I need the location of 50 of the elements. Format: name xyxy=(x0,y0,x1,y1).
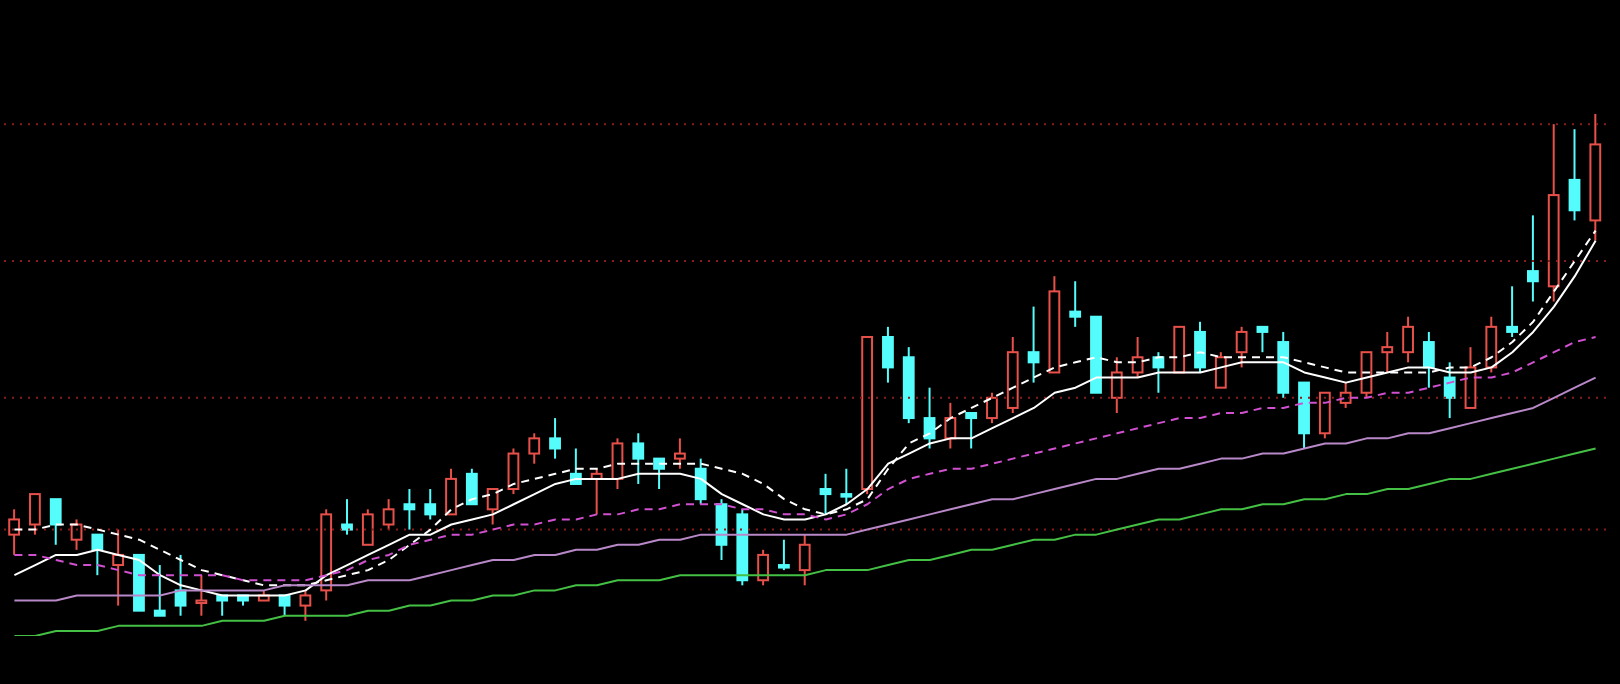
candlestick xyxy=(632,432,645,485)
candlestick xyxy=(299,589,312,622)
candlestick xyxy=(403,488,416,531)
candlestick xyxy=(382,498,395,531)
candlestick xyxy=(486,488,499,526)
candlestick xyxy=(8,508,21,556)
candlestick xyxy=(361,508,374,546)
candlestick xyxy=(1256,325,1269,354)
candlestick xyxy=(91,533,104,577)
candlestick xyxy=(840,467,853,506)
candlestick xyxy=(1214,351,1227,389)
candlestick xyxy=(1422,330,1435,389)
candlestick xyxy=(965,412,978,450)
candlestick xyxy=(653,457,665,491)
candlestick xyxy=(549,417,561,460)
candlestick xyxy=(1402,315,1414,364)
candlestick xyxy=(1485,315,1498,374)
candlestick xyxy=(673,437,686,470)
candlestick xyxy=(798,533,811,587)
candlestick xyxy=(1235,325,1248,369)
candlestick xyxy=(944,401,957,450)
candlestick xyxy=(1173,325,1186,374)
candlestick xyxy=(1131,335,1144,379)
candlestick xyxy=(1110,356,1123,415)
candlestick xyxy=(778,538,790,572)
candlestick xyxy=(445,467,457,516)
candlestick xyxy=(882,325,894,384)
candlestick xyxy=(29,493,41,536)
candlestick xyxy=(986,391,998,425)
candlestick xyxy=(757,548,770,587)
candlestick xyxy=(112,528,125,607)
candlestick xyxy=(1318,391,1331,440)
candlestick xyxy=(819,472,832,516)
candlestick xyxy=(1069,280,1082,328)
candlestick xyxy=(153,564,166,617)
candlestick xyxy=(195,574,208,617)
candlestick xyxy=(1194,320,1206,374)
candlestick xyxy=(1527,214,1539,303)
candlestick xyxy=(49,498,62,546)
candlestick xyxy=(341,498,353,536)
candlestick xyxy=(1027,305,1040,384)
candlestick xyxy=(1381,330,1394,374)
candlestick xyxy=(528,432,541,465)
candlestick xyxy=(1443,361,1456,420)
candlestick xyxy=(465,467,478,506)
candlestick xyxy=(1339,381,1352,409)
candlestick xyxy=(1506,285,1518,338)
candlestick xyxy=(694,457,707,506)
candlestick xyxy=(424,488,437,521)
candlestick xyxy=(1568,128,1581,222)
